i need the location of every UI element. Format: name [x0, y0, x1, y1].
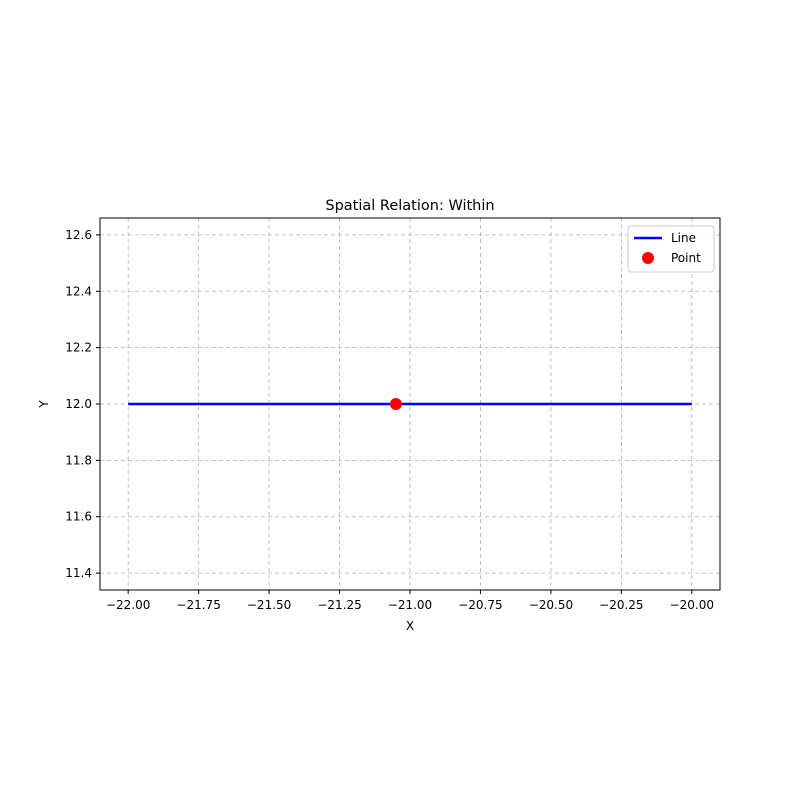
x-tick-label: −21.25	[317, 598, 361, 612]
x-tick-label: −20.50	[529, 598, 573, 612]
plot-marks	[128, 398, 692, 410]
y-tick-label: 11.6	[65, 510, 92, 524]
y-tick-label: 11.4	[65, 566, 92, 580]
legend: Line Point	[627, 225, 715, 273]
x-tick-label: −21.75	[176, 598, 220, 612]
x-tick-label: −20.25	[599, 598, 643, 612]
y-tick-label: 12.0	[65, 397, 92, 411]
x-tick-label: −21.00	[388, 598, 432, 612]
y-axis-ticks: 11.4 11.6 11.8 12.0 12.2 12.4 12.6	[65, 228, 100, 580]
x-tick-label: −21.50	[247, 598, 291, 612]
legend-entry-label: Line	[671, 231, 696, 245]
x-tick-label: −20.75	[458, 598, 502, 612]
x-tick-label: −22.00	[106, 598, 150, 612]
legend-entry-label: Point	[671, 251, 701, 265]
y-tick-label: 11.8	[65, 453, 92, 467]
x-axis-ticks: −22.00 −21.75 −21.50 −21.25 −21.00 −20.75 −20.…	[106, 590, 714, 612]
y-axis-label: Y	[37, 400, 51, 409]
legend-point-swatch	[642, 252, 654, 264]
y-tick-label: 12.6	[65, 228, 92, 242]
x-axis-label: X	[406, 619, 414, 633]
y-tick-label: 12.4	[65, 284, 92, 298]
y-tick-label: 12.2	[65, 341, 92, 355]
chart-title: Spatial Relation: Within	[325, 198, 494, 214]
scatter-point	[389, 398, 402, 410]
x-tick-label: −20.00	[670, 598, 714, 612]
